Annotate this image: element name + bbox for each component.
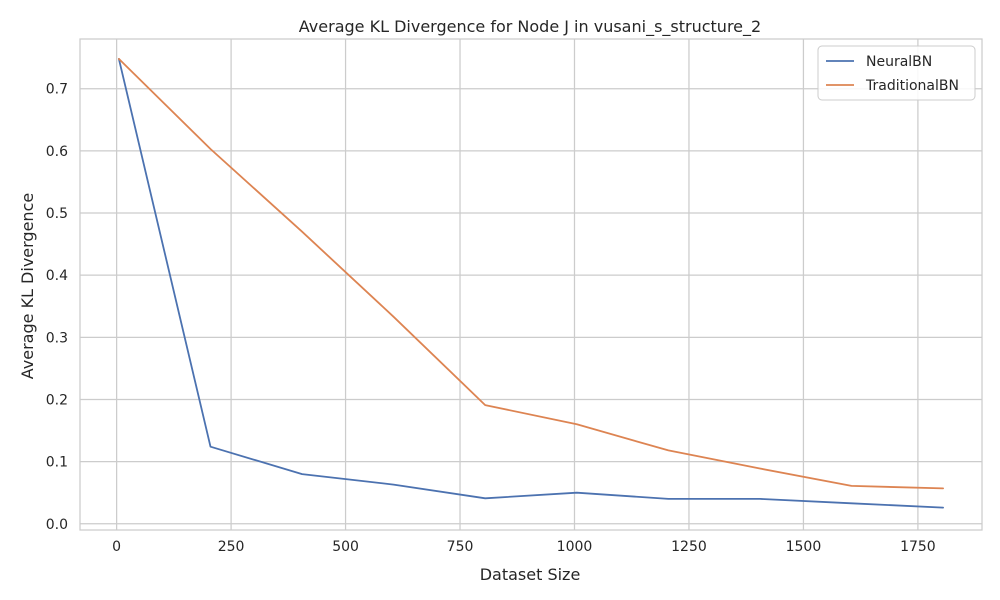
y-tick-label: 0.5 bbox=[46, 206, 68, 222]
chart-title: Average KL Divergence for Node J in vusa… bbox=[299, 17, 761, 37]
x-tick-label: 0 bbox=[112, 539, 121, 555]
y-tick-label: 0.7 bbox=[46, 82, 68, 98]
x-tick-label: 1250 bbox=[671, 539, 707, 555]
grid bbox=[80, 39, 982, 530]
series-line-neuralbn bbox=[118, 58, 944, 509]
x-tick-label: 250 bbox=[218, 539, 245, 555]
series-line-traditionalbn bbox=[118, 58, 944, 490]
x-tick-label: 1750 bbox=[900, 539, 936, 555]
x-tick-label: 750 bbox=[447, 539, 474, 555]
series-lines bbox=[118, 58, 944, 509]
x-axis-ticks: 0 250 500 750 1000 1250 1500 1750 bbox=[112, 539, 936, 555]
x-tick-label: 500 bbox=[332, 539, 359, 555]
plot-area bbox=[79, 38, 983, 531]
legend-box bbox=[817, 45, 976, 101]
y-axis-ticks: 0.0 0.1 0.2 0.3 0.4 0.5 0.6 0.7 bbox=[46, 82, 68, 533]
legend: NeuralBN TraditionalBN bbox=[817, 45, 976, 101]
y-tick-label: 0.2 bbox=[46, 392, 68, 408]
y-tick-label: 0.3 bbox=[46, 330, 68, 346]
y-axis-label: Average KL Divergence bbox=[18, 193, 37, 379]
legend-label: NeuralBN bbox=[866, 54, 932, 70]
x-tick-label: 1500 bbox=[786, 539, 822, 555]
legend-label: TraditionalBN bbox=[865, 78, 959, 94]
y-tick-label: 0.4 bbox=[46, 268, 68, 284]
x-tick-label: 1000 bbox=[557, 539, 593, 555]
y-tick-label: 0.0 bbox=[46, 517, 68, 533]
x-axis-label: Dataset Size bbox=[480, 565, 581, 584]
y-tick-label: 0.1 bbox=[46, 455, 68, 471]
y-tick-label: 0.6 bbox=[46, 144, 68, 160]
